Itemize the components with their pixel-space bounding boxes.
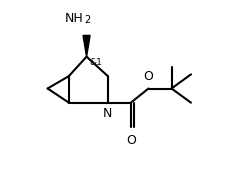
Text: O: O <box>143 70 153 83</box>
Text: O: O <box>125 134 135 147</box>
Text: &1: &1 <box>89 58 102 67</box>
Text: 2: 2 <box>84 16 90 25</box>
Text: N: N <box>103 107 112 120</box>
Text: NH: NH <box>65 12 84 25</box>
Polygon shape <box>83 35 90 57</box>
